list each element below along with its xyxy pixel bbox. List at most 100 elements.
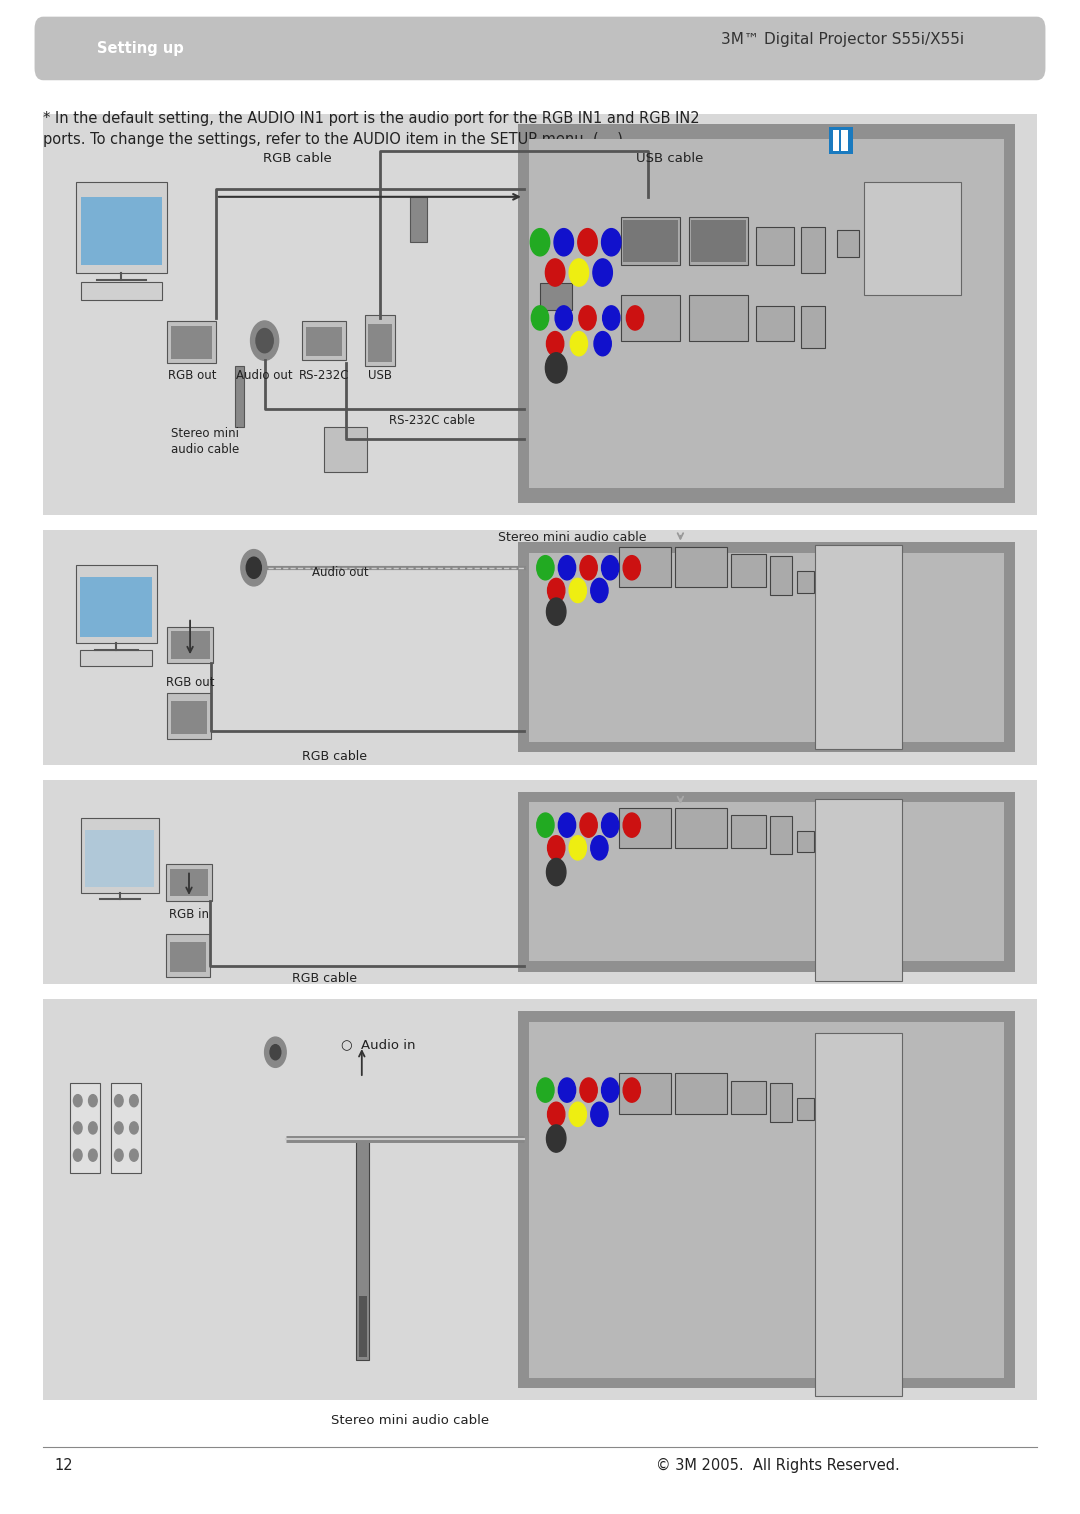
- Circle shape: [73, 1149, 82, 1161]
- Circle shape: [558, 556, 576, 580]
- FancyBboxPatch shape: [797, 1098, 814, 1120]
- FancyBboxPatch shape: [306, 327, 342, 356]
- Circle shape: [545, 259, 565, 286]
- FancyBboxPatch shape: [518, 792, 1015, 972]
- FancyBboxPatch shape: [70, 1083, 100, 1173]
- Circle shape: [114, 1095, 123, 1107]
- FancyBboxPatch shape: [81, 818, 159, 893]
- Circle shape: [241, 550, 267, 586]
- FancyBboxPatch shape: [81, 282, 162, 300]
- Circle shape: [554, 229, 573, 256]
- FancyBboxPatch shape: [689, 217, 748, 265]
- Circle shape: [625, 229, 645, 256]
- FancyBboxPatch shape: [171, 631, 210, 659]
- Text: audio cable: audio cable: [171, 444, 240, 456]
- Circle shape: [73, 1122, 82, 1134]
- Circle shape: [546, 858, 566, 886]
- FancyBboxPatch shape: [80, 577, 152, 637]
- FancyBboxPatch shape: [815, 1033, 902, 1396]
- Text: Setting up: Setting up: [97, 41, 184, 56]
- Text: Stereo mini audio cable: Stereo mini audio cable: [332, 1414, 489, 1426]
- FancyBboxPatch shape: [529, 1022, 1004, 1378]
- FancyBboxPatch shape: [76, 565, 157, 643]
- Circle shape: [256, 329, 273, 353]
- FancyBboxPatch shape: [43, 530, 1037, 765]
- Text: ○  Audio in: ○ Audio in: [341, 1039, 415, 1051]
- FancyBboxPatch shape: [756, 227, 794, 265]
- Text: Stereo mini audio cable: Stereo mini audio cable: [498, 531, 647, 544]
- Text: RGB cable: RGB cable: [262, 153, 332, 165]
- FancyBboxPatch shape: [167, 627, 213, 663]
- Circle shape: [548, 578, 565, 603]
- Circle shape: [546, 332, 564, 356]
- FancyBboxPatch shape: [167, 693, 211, 739]
- Circle shape: [602, 813, 619, 837]
- Circle shape: [623, 813, 640, 837]
- Circle shape: [73, 1095, 82, 1107]
- Circle shape: [89, 1149, 97, 1161]
- FancyBboxPatch shape: [368, 324, 392, 362]
- Text: 12: 12: [54, 1458, 72, 1473]
- Circle shape: [537, 1078, 554, 1102]
- FancyBboxPatch shape: [731, 815, 766, 848]
- Text: RS-232C cable: RS-232C cable: [389, 415, 475, 427]
- FancyBboxPatch shape: [837, 230, 859, 257]
- FancyBboxPatch shape: [35, 17, 1045, 80]
- FancyBboxPatch shape: [675, 1073, 727, 1114]
- Circle shape: [89, 1122, 97, 1134]
- Circle shape: [558, 813, 576, 837]
- FancyBboxPatch shape: [619, 547, 671, 587]
- Text: RGB cable: RGB cable: [292, 972, 356, 984]
- FancyBboxPatch shape: [518, 542, 1015, 752]
- FancyBboxPatch shape: [833, 130, 839, 151]
- FancyBboxPatch shape: [623, 220, 678, 262]
- Text: RGB out: RGB out: [166, 677, 214, 689]
- FancyBboxPatch shape: [540, 283, 572, 310]
- FancyBboxPatch shape: [619, 1073, 671, 1114]
- FancyBboxPatch shape: [770, 816, 792, 854]
- Circle shape: [580, 813, 597, 837]
- Circle shape: [130, 1149, 138, 1161]
- FancyBboxPatch shape: [518, 124, 1015, 503]
- FancyBboxPatch shape: [170, 869, 208, 896]
- FancyBboxPatch shape: [529, 139, 1004, 488]
- FancyBboxPatch shape: [621, 217, 680, 265]
- FancyBboxPatch shape: [689, 295, 748, 341]
- Circle shape: [578, 229, 597, 256]
- FancyBboxPatch shape: [85, 830, 154, 887]
- FancyBboxPatch shape: [801, 227, 825, 273]
- FancyBboxPatch shape: [731, 554, 766, 587]
- FancyBboxPatch shape: [81, 197, 162, 265]
- Circle shape: [569, 836, 586, 860]
- Circle shape: [602, 229, 621, 256]
- Circle shape: [593, 259, 612, 286]
- FancyBboxPatch shape: [43, 780, 1037, 984]
- FancyBboxPatch shape: [518, 1011, 1015, 1388]
- FancyBboxPatch shape: [864, 182, 961, 295]
- FancyBboxPatch shape: [770, 1083, 792, 1122]
- Circle shape: [265, 1037, 286, 1067]
- FancyBboxPatch shape: [166, 934, 210, 977]
- FancyBboxPatch shape: [675, 547, 727, 587]
- FancyBboxPatch shape: [76, 182, 167, 273]
- Text: RGB out: RGB out: [168, 369, 216, 382]
- Text: * In the default setting, the AUDIO IN1 port is the audio port for the RGB IN1 a: * In the default setting, the AUDIO IN1 …: [43, 111, 700, 147]
- FancyBboxPatch shape: [801, 306, 825, 348]
- Circle shape: [251, 321, 279, 360]
- FancyBboxPatch shape: [171, 326, 212, 359]
- FancyBboxPatch shape: [171, 701, 207, 734]
- Circle shape: [114, 1149, 123, 1161]
- Circle shape: [89, 1095, 97, 1107]
- Circle shape: [555, 306, 572, 330]
- Circle shape: [546, 598, 566, 625]
- Circle shape: [537, 556, 554, 580]
- Circle shape: [545, 353, 567, 383]
- Circle shape: [602, 1078, 619, 1102]
- FancyBboxPatch shape: [675, 808, 727, 848]
- Circle shape: [270, 1045, 281, 1060]
- Text: RGB cable: RGB cable: [302, 751, 367, 763]
- Circle shape: [603, 306, 620, 330]
- FancyBboxPatch shape: [410, 197, 427, 242]
- Text: Stereo mini: Stereo mini: [172, 427, 239, 439]
- Circle shape: [570, 332, 588, 356]
